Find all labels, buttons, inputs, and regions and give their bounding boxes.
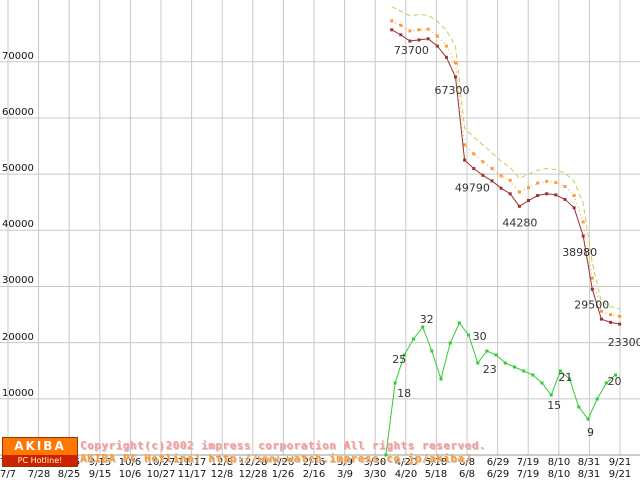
data-label-73700: 73700	[394, 44, 429, 57]
data-label-67300: 67300	[435, 84, 470, 97]
series-markers-average-price	[390, 19, 622, 318]
series-line-highest-price	[391, 6, 620, 310]
data-label-18: 18	[397, 387, 411, 400]
copyright-line-1: Copyright(c)2002 impress corporation All…	[80, 439, 486, 452]
y-axis-label: 10000	[2, 388, 34, 399]
data-label-30: 30	[473, 330, 487, 343]
x-tick-label: 9/15	[88, 469, 112, 480]
x-tick-label: 7/28	[27, 469, 51, 480]
data-labels: 73700 67300 49790 44280 38980 29500 23300 18 25 3…	[392, 44, 640, 439]
x-tick-label: 8/25	[57, 469, 81, 480]
y-axis-label: 40000	[2, 219, 34, 230]
x-tick-label: 1/26	[271, 457, 295, 468]
akiba-logo: AKIBA PC Hotline!	[2, 437, 78, 467]
data-label-9: 9	[587, 426, 594, 439]
data-label-21: 21	[558, 371, 572, 384]
x-tick-label: 6/29	[486, 469, 510, 480]
x-tick-label: 10/6	[118, 457, 142, 468]
y-axis-label: 50000	[2, 163, 34, 174]
x-axis-labels-row2: 7/7 7/28 8/25 9/15 10/6 10/27 11/17 12/8 12/28 1/…	[0, 469, 640, 480]
data-label-38980: 38980	[562, 246, 597, 259]
y-axis-label: 30000	[2, 275, 34, 286]
x-tick-label: 12/28	[238, 469, 268, 480]
y-axis-label: 70000	[2, 51, 34, 62]
x-tick-label: 4/20	[394, 457, 418, 468]
x-tick-label: 7/19	[516, 469, 540, 480]
data-label-49790: 49790	[455, 181, 490, 194]
x-tick-label: 7/7	[0, 469, 17, 480]
y-axis-label: 20000	[2, 332, 34, 343]
x-tick-label: 9/21	[608, 469, 632, 480]
data-label-15: 15	[547, 399, 561, 412]
x-tick-label: 11/17	[177, 457, 207, 468]
data-label-44280: 44280	[502, 216, 537, 229]
x-tick-label: 6/8	[458, 469, 476, 480]
x-tick-label: 12/8	[210, 469, 234, 480]
x-tick-label: 3/30	[363, 457, 387, 468]
series-line-average-price	[391, 20, 620, 317]
x-tick-label: 1/26	[271, 469, 295, 480]
x-tick-label: 12/28	[238, 457, 268, 468]
x-tick-label: 3/9	[336, 469, 354, 480]
x-tick-label: 10/27	[146, 457, 176, 468]
x-tick-label: 3/30	[363, 469, 387, 480]
x-tick-label: 8/31	[577, 457, 601, 468]
x-tick-label: 11/17	[177, 469, 207, 480]
akiba-logo-title: AKIBA	[3, 438, 77, 455]
x-tick-label: 2/16	[302, 469, 326, 480]
x-tick-label: 6/8	[458, 457, 476, 468]
data-label-23300: 23300	[608, 336, 640, 349]
x-tick-label: 8/31	[577, 469, 601, 480]
gridlines	[0, 0, 640, 456]
series-line-lowest-price	[391, 29, 620, 325]
x-tick-label: 12/8	[210, 457, 234, 468]
data-label-23: 23	[483, 363, 497, 376]
data-label-29500: 29500	[574, 298, 609, 311]
x-tick-label: 5/18	[424, 469, 448, 480]
data-label-25: 25	[392, 353, 406, 366]
series-markers-shop-count	[384, 321, 617, 457]
akiba-logo-subtitle: PC Hotline!	[3, 455, 77, 466]
x-tick-label: 8/10	[547, 469, 571, 480]
x-tick-label: 6/29	[486, 457, 510, 468]
copyright-line-2: AKIBA PC Hotline! http://www.watch.impre…	[80, 452, 472, 465]
series-markers-lowest-price	[390, 28, 622, 326]
x-tick-label: 10/27	[146, 469, 176, 480]
x-tick-label: 2/16	[302, 457, 326, 468]
x-tick-label: 3/9	[336, 457, 354, 468]
x-tick-label: 9/15	[88, 457, 112, 468]
x-tick-label: 8/10	[547, 457, 571, 468]
x-tick-label: 5/18	[424, 457, 448, 468]
x-tick-label: 4/20	[394, 469, 418, 480]
series-line-shop-count	[385, 322, 616, 456]
x-tick-label: 7/19	[516, 457, 540, 468]
data-label-20: 20	[608, 375, 622, 388]
x-tick-label: 10/6	[118, 469, 142, 480]
data-label-32: 32	[420, 313, 434, 326]
y-axis-label: 60000	[2, 107, 34, 118]
x-tick-label: 9/21	[608, 457, 632, 468]
